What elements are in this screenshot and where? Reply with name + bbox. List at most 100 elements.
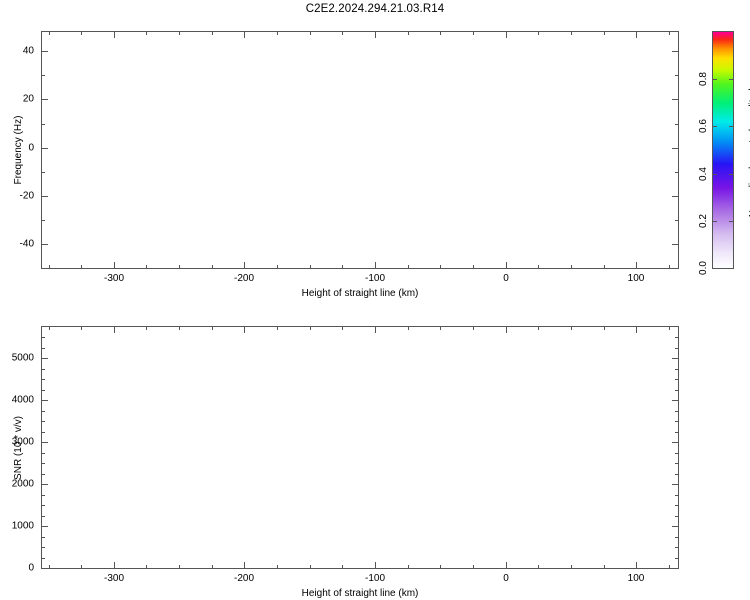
- axis-tick-label: -300: [103, 273, 125, 284]
- axis-tick: [636, 262, 637, 268]
- axis-tick: [42, 495, 45, 496]
- axis-tick: [672, 99, 678, 100]
- axis-tick: [672, 400, 678, 401]
- colorbar-gradient: [713, 32, 733, 268]
- axis-tick-label: -200: [233, 573, 255, 584]
- axis-tick: [729, 79, 733, 80]
- page-title: C2E2.2024.294.21.03.R14: [305, 3, 445, 15]
- axis-tick-label: 100: [627, 273, 645, 284]
- axis-tick: [675, 495, 678, 496]
- axis-tick-label: 5000: [11, 352, 34, 364]
- axis-tick: [408, 265, 409, 268]
- axis-tick: [636, 562, 637, 568]
- axis-tick: [342, 565, 343, 568]
- axis-tick: [42, 558, 45, 559]
- axis-tick: [440, 565, 441, 568]
- axis-tick: [672, 244, 678, 245]
- axis-tick-label: 40: [22, 45, 34, 57]
- axis-tick: [675, 505, 678, 506]
- axis-tick-label: 0: [28, 142, 34, 154]
- axis-tick: [42, 547, 45, 548]
- axis-tick-label: 0: [503, 573, 509, 584]
- axis-tick-label: 2000: [11, 478, 34, 490]
- axis-tick: [146, 327, 147, 330]
- axis-tick: [473, 565, 474, 568]
- axis-tick: [506, 32, 507, 38]
- axis-tick: [675, 124, 678, 125]
- axis-tick-label: -100: [364, 573, 386, 584]
- axis-tick: [42, 474, 45, 475]
- axis-tick: [571, 327, 572, 330]
- axis-tick-label: 100: [627, 573, 645, 584]
- axis-tick: [146, 265, 147, 268]
- axis-tick: [675, 421, 678, 422]
- colorbar-tick-label: 0.8: [698, 72, 709, 86]
- axis-tick: [713, 79, 717, 80]
- axis-tick: [675, 463, 678, 464]
- axis-tick: [212, 32, 213, 35]
- axis-tick: [408, 327, 409, 330]
- axis-tick: [49, 565, 50, 568]
- axis-tick: [675, 369, 678, 370]
- axis-tick: [604, 565, 605, 568]
- axis-tick: [675, 432, 678, 433]
- axis-tick: [42, 379, 45, 380]
- axis-tick: [42, 484, 48, 485]
- spectrogram-x-axis-title: Height of straight line (km): [301, 288, 419, 299]
- axis-tick-label: -200: [233, 273, 255, 284]
- axis-tick-label: -20: [19, 190, 34, 202]
- axis-tick: [669, 32, 670, 35]
- axis-tick: [42, 75, 45, 76]
- axis-tick: [42, 220, 45, 221]
- axis-tick: [42, 337, 45, 338]
- snr-y-axis-title: SNR (10 * v/v): [13, 415, 24, 480]
- axis-tick: [675, 547, 678, 548]
- axis-tick: [604, 32, 605, 35]
- axis-tick: [42, 196, 48, 197]
- axis-tick: [42, 358, 48, 359]
- axis-tick: [114, 32, 115, 38]
- axis-tick: [729, 126, 733, 127]
- colorbar-tick-label: 0.0: [698, 261, 709, 275]
- axis-tick-label: 20: [22, 93, 34, 105]
- axis-tick: [42, 400, 48, 401]
- axis-tick: [538, 327, 539, 330]
- axis-tick: [42, 453, 45, 454]
- axis-tick: [42, 172, 45, 173]
- axis-tick: [571, 265, 572, 268]
- axis-tick: [244, 32, 245, 38]
- axis-tick: [713, 268, 717, 269]
- axis-tick: [179, 327, 180, 330]
- axis-tick: [604, 265, 605, 268]
- axis-tick: [473, 32, 474, 35]
- axis-tick: [179, 265, 180, 268]
- axis-tick: [440, 265, 441, 268]
- axis-tick: [408, 565, 409, 568]
- axis-tick: [244, 327, 245, 333]
- axis-tick: [669, 565, 670, 568]
- axis-tick: [244, 562, 245, 568]
- axis-tick: [42, 516, 45, 517]
- axis-tick: [675, 537, 678, 538]
- axis-tick: [342, 265, 343, 268]
- axis-tick: [506, 262, 507, 268]
- axis-tick: [636, 327, 637, 333]
- axis-tick: [729, 174, 733, 175]
- axis-tick: [675, 75, 678, 76]
- axis-tick: [675, 516, 678, 517]
- axis-tick: [277, 327, 278, 330]
- axis-tick: [675, 172, 678, 173]
- axis-tick: [42, 568, 48, 569]
- axis-tick: [675, 390, 678, 391]
- axis-tick: [375, 562, 376, 568]
- axis-tick: [277, 32, 278, 35]
- axis-tick: [81, 327, 82, 330]
- snr-x-axis-title: Height of straight line (km): [301, 588, 419, 599]
- axis-tick: [713, 174, 717, 175]
- colorbar-tick-label: 0.2: [698, 214, 709, 228]
- colorbar-frame: [712, 31, 734, 269]
- axis-tick: [571, 32, 572, 35]
- snr-axes-frame: [41, 326, 679, 569]
- axis-tick-label: 3000: [11, 436, 34, 448]
